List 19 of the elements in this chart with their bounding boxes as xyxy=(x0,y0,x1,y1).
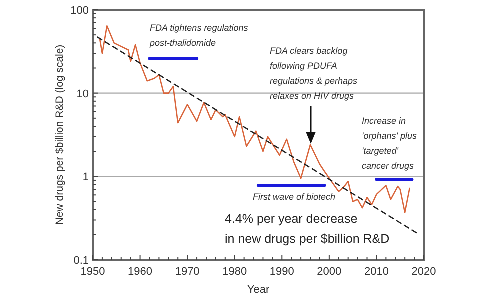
x-tick-label: 2000 xyxy=(317,266,342,278)
y-axis-title: New drugs per $billion R&D (log scale) xyxy=(54,44,66,226)
x-tick-label: 1950 xyxy=(80,266,106,278)
x-axis-title: Year xyxy=(247,284,270,296)
y-tick-label: 1 xyxy=(82,172,89,184)
x-tick-label: 1970 xyxy=(175,266,200,278)
annotation: FDA tightens regulations post-thalidomide xyxy=(149,23,249,48)
x-tick-label: 1990 xyxy=(270,266,294,278)
x-tick-label: 1980 xyxy=(222,266,248,278)
y-tick-label: 10 xyxy=(76,88,89,100)
annotation: Increase in 'orphans' plus 'targeted' cancer drugs xyxy=(362,116,418,171)
y-tick-label: 0.1 xyxy=(74,255,89,267)
annotation: First wave of biotech xyxy=(253,192,336,202)
y-tick-label: 100 xyxy=(70,5,89,17)
x-tick-label: 2010 xyxy=(364,266,389,278)
x-tick-label: 2020 xyxy=(412,266,436,278)
x-tick-label: 1960 xyxy=(128,266,153,278)
annotation: 4.4% per year decrease in new drugs per $billion R&D xyxy=(225,212,390,246)
annotation: FDA clears backlog following PDUFA regulations & perhaps relaxes on HIV drugs xyxy=(270,46,358,101)
